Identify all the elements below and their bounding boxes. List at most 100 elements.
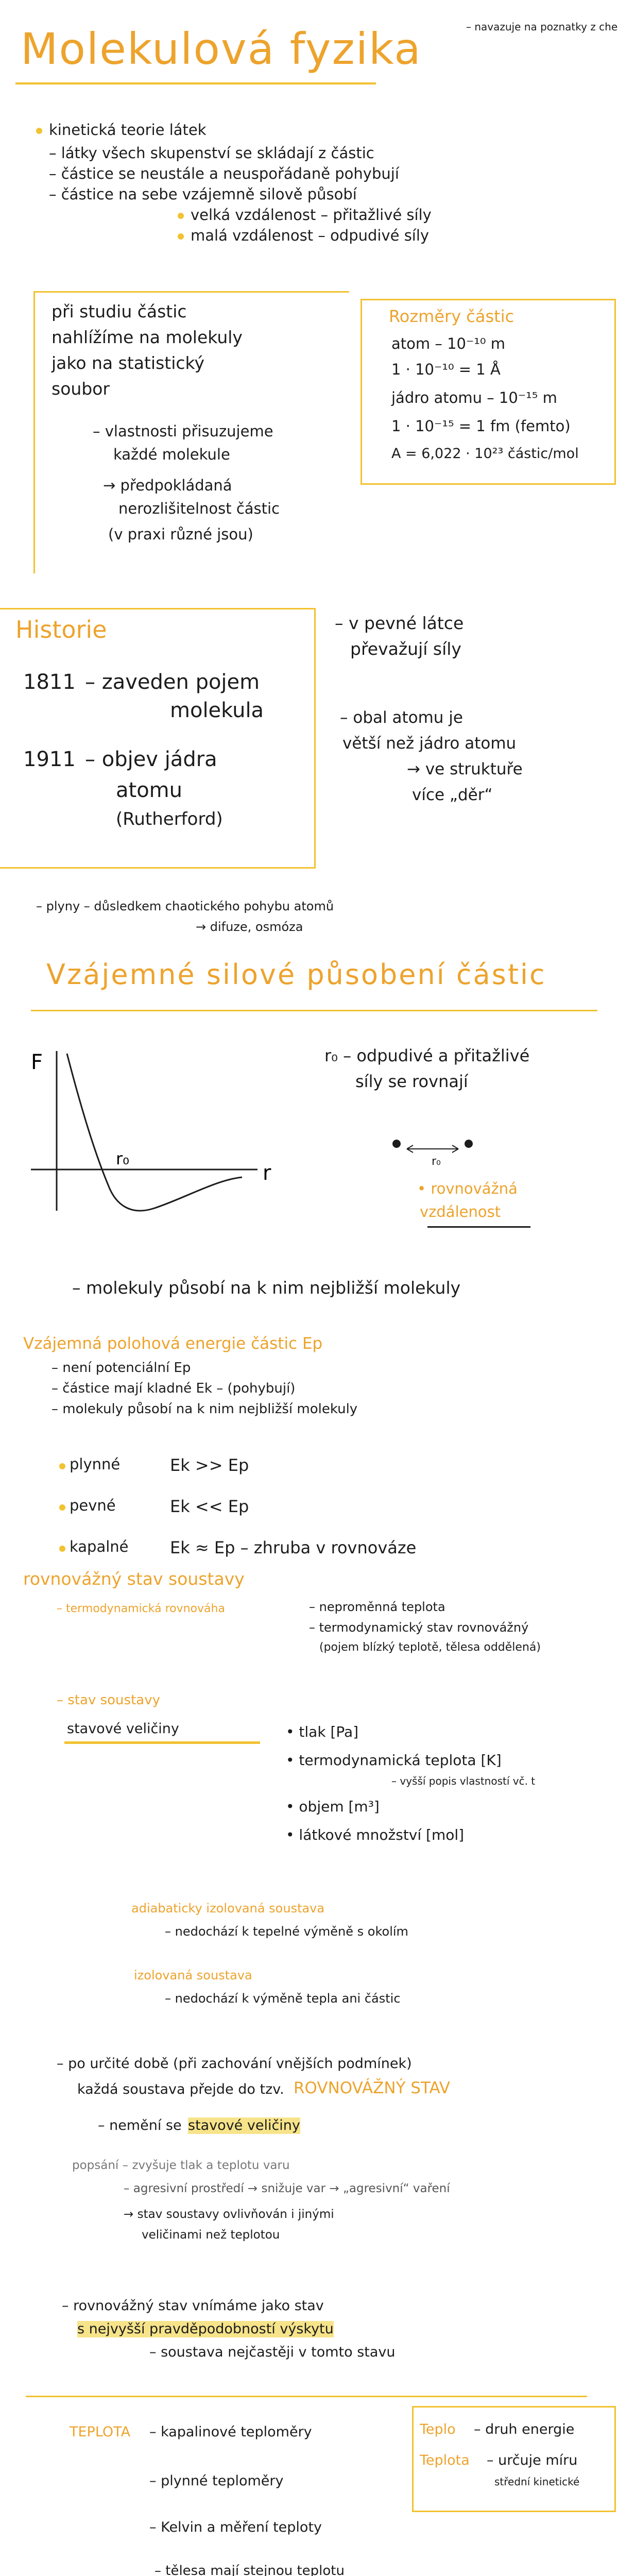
year: 1811 xyxy=(23,670,76,694)
axis-label: F xyxy=(31,1050,43,1074)
text: – termodynamický stav rovnovážný xyxy=(309,1620,529,1635)
label: r₀ xyxy=(432,1155,441,1168)
heading: kinetická teorie látek xyxy=(49,121,207,139)
text: nerozlišitelnost částic xyxy=(118,500,280,517)
text: – částice na sebe vzájemně silově působí xyxy=(49,185,357,203)
relation: Ek ≈ Ep – zhruba v rovnováze xyxy=(170,1538,417,1557)
text: – molekuly působí na k nim nejbližší mol… xyxy=(52,1401,358,1417)
text: r₀ – odpudivé a přitažlivé xyxy=(324,1046,530,1065)
bullet xyxy=(59,1504,65,1511)
text: • rovnovážná xyxy=(417,1180,518,1197)
axis-label: r xyxy=(263,1161,271,1185)
text: jako na statistický xyxy=(52,353,204,373)
text: – zaveden pojem xyxy=(85,670,260,694)
section-heading: izolovaná soustava xyxy=(134,1968,252,1982)
bullet xyxy=(36,128,42,134)
highlighted-text: s nejvyšší pravděpodobností výskytu xyxy=(77,2321,334,2338)
text: – nemění se xyxy=(98,2117,182,2133)
force-curve xyxy=(66,1053,243,1212)
text: → předpokládaná xyxy=(103,477,232,494)
text: převažují síly xyxy=(350,639,461,659)
text: – není potenciální Ep xyxy=(52,1360,191,1376)
text: velká vzdálenost – přitažlivé síly xyxy=(191,206,432,224)
text: každá soustava přejde do tzv. xyxy=(77,2081,284,2097)
particle xyxy=(392,1140,401,1148)
distance-diagram xyxy=(392,1140,473,1153)
box-border xyxy=(33,291,349,573)
arrow xyxy=(406,1145,459,1153)
text: • tlak [Pa] xyxy=(286,1723,359,1740)
box-border xyxy=(0,608,316,869)
title-underline xyxy=(15,82,376,84)
text: větší než jádro atomu xyxy=(342,734,517,753)
text: • látkové množství [mol] xyxy=(286,1826,465,1843)
text: – v pevné látce xyxy=(335,613,464,633)
text: 1 · 10⁻¹⁰ = 1 Å xyxy=(391,361,501,378)
text: → ve struktuře xyxy=(407,760,523,778)
text: střední kinetické xyxy=(494,2476,580,2488)
bullet xyxy=(59,1546,65,1552)
text: – soustava nejčastěji v tomto stavu xyxy=(149,2344,396,2360)
text: – rovnovážný stav vnímáme jako stav xyxy=(62,2298,324,2314)
text: – plynné teploměry xyxy=(149,2473,284,2489)
text: – obal atomu je xyxy=(340,708,463,727)
year: 1911 xyxy=(23,748,76,771)
box-title: Historie xyxy=(15,616,107,643)
text: atom – 10⁻¹⁰ m xyxy=(391,335,505,352)
relation: Ek << Ep xyxy=(170,1497,249,1516)
text: – vlastnosti přisuzujeme xyxy=(93,422,273,440)
text: – druh energie xyxy=(474,2421,575,2437)
text: více „děr“ xyxy=(412,786,493,804)
text: – neproměnná teplota xyxy=(309,1600,445,1614)
state-name: plynné xyxy=(70,1455,121,1473)
text: vzdálenost xyxy=(420,1203,501,1221)
text: – Kelvin a měření teploty xyxy=(149,2519,322,2535)
title-note: – navazuje na poznatky z chemie xyxy=(466,21,618,33)
text: nahlížíme na molekuly xyxy=(52,327,243,347)
text: – molekuly působí na k nim nejbližší mol… xyxy=(72,1278,461,1298)
section-heading: TEPLOTA xyxy=(70,2424,131,2440)
text: molekula xyxy=(170,699,264,722)
label: stavové veličiny xyxy=(67,1721,179,1737)
section-heading: Vzájemná polohová energie částic Ep xyxy=(23,1334,323,1353)
text: → stav soustavy ovlivňován i jinými xyxy=(124,2208,334,2221)
text: veličinami než teplotou xyxy=(142,2228,280,2242)
text: malá vzdálenost – odpudivé síly xyxy=(191,227,430,244)
section-heading: Vzájemné silové působení částic xyxy=(46,958,546,991)
separator xyxy=(26,2396,587,2397)
section-heading: rovnovážný stav soustavy xyxy=(23,1569,245,1589)
text: – plyny – důsledkem chaotického pohybu a… xyxy=(36,899,334,913)
text: – po určité době (při zachování vnějších… xyxy=(57,2056,412,2072)
text: síly se rovnají xyxy=(355,1072,468,1091)
text: 1 · 10⁻¹⁵ = 1 fm (femto) xyxy=(391,417,571,435)
text: – vyšší popis vlastností vč. t xyxy=(391,1775,536,1787)
text: – tělesa mají stejnou teplotu xyxy=(154,2563,345,2576)
text: – objev jádra xyxy=(85,748,217,771)
text: → difuze, osmóza xyxy=(196,920,303,934)
page-title: Molekulová fyzika xyxy=(21,24,422,74)
section-heading: – stav soustavy xyxy=(57,1692,160,1708)
point-label: r₀ xyxy=(116,1149,129,1168)
text: – nedochází k tepelné výměně s okolím xyxy=(165,1924,408,1939)
text: jádro atomu – 10⁻¹⁵ m xyxy=(391,389,557,406)
bullet xyxy=(178,213,184,219)
term: Teplota xyxy=(420,2452,470,2468)
text: ROVNOVÁŽNÝ STAV xyxy=(294,2079,450,2097)
text: – kapalinové teploměry xyxy=(149,2424,312,2440)
box-border xyxy=(412,2406,616,2512)
text: – nedochází k výměně tepla ani částic xyxy=(165,1991,401,2006)
text: • objem [m³] xyxy=(286,1798,380,1815)
text: – termodynamická rovnováha xyxy=(57,1602,225,1615)
text: popsání – zvyšuje tlak a teplotu varu xyxy=(72,2159,290,2172)
section-heading: adiabaticky izolovaná soustava xyxy=(131,1901,325,1916)
box-border xyxy=(360,299,616,485)
particle xyxy=(465,1140,473,1148)
text: – částice mají kladné Ek – (pohybují) xyxy=(52,1381,296,1396)
term: Teplo xyxy=(420,2421,456,2437)
text: – částice se neustále a neuspořádaně poh… xyxy=(49,165,399,182)
text: soubor xyxy=(52,379,110,399)
text: při studiu částic xyxy=(52,301,187,321)
underline xyxy=(427,1226,530,1228)
heading-underline xyxy=(31,1010,597,1011)
